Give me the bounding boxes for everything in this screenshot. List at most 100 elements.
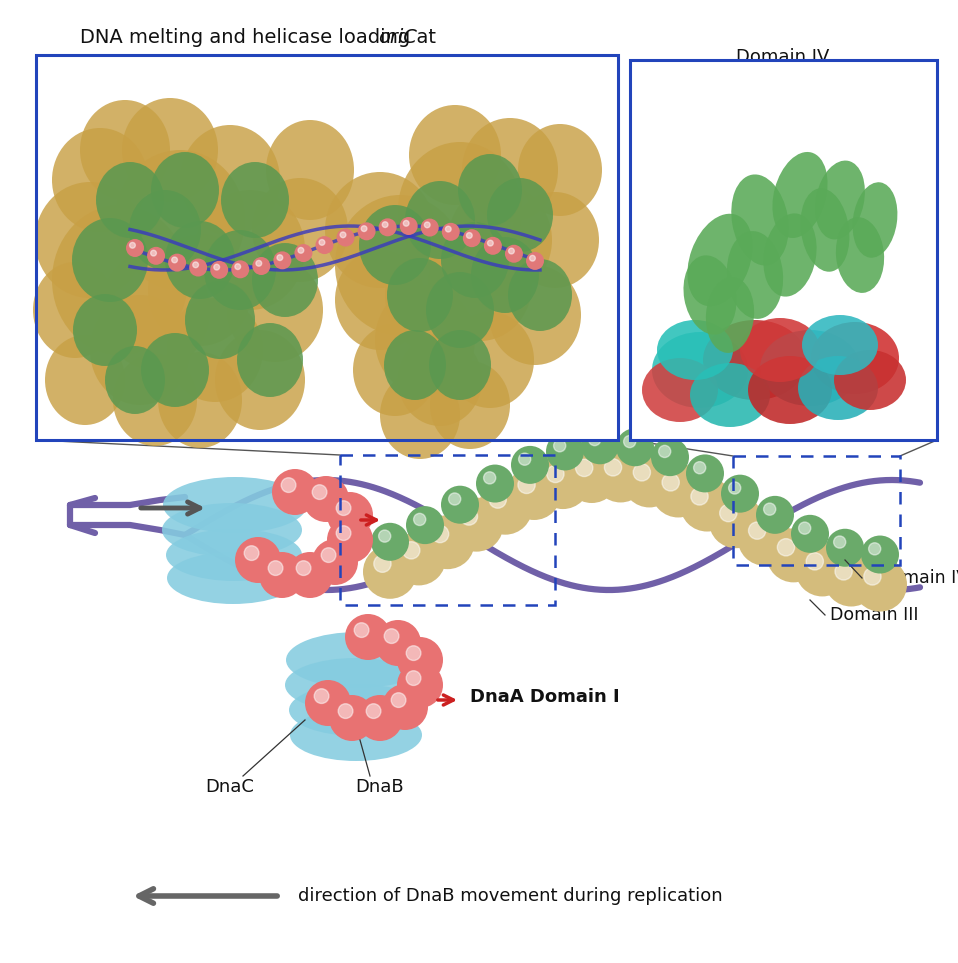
Circle shape [392,532,445,586]
Circle shape [604,458,622,476]
Circle shape [662,474,679,491]
Ellipse shape [387,258,453,332]
Circle shape [406,671,421,686]
Ellipse shape [113,354,197,446]
Ellipse shape [141,333,209,407]
Circle shape [791,515,829,553]
Ellipse shape [122,98,218,202]
Circle shape [721,475,759,512]
Circle shape [530,255,536,261]
Circle shape [421,219,439,237]
Circle shape [294,244,312,262]
Text: DnaC: DnaC [206,778,255,796]
Circle shape [826,529,864,567]
Ellipse shape [33,262,117,358]
Circle shape [488,240,493,246]
Circle shape [546,432,584,471]
Circle shape [315,236,333,254]
Circle shape [298,247,304,253]
Circle shape [729,482,741,494]
Circle shape [371,523,409,560]
Circle shape [287,552,333,598]
Circle shape [329,695,375,741]
Ellipse shape [706,277,754,352]
Ellipse shape [428,229,532,341]
Circle shape [853,558,907,612]
Circle shape [864,568,881,586]
Circle shape [463,229,481,247]
Bar [630,60,937,440]
Circle shape [314,689,329,703]
Ellipse shape [286,632,430,688]
Circle shape [272,469,318,515]
Text: ssDNA: ssDNA [93,65,174,193]
Ellipse shape [385,235,495,355]
Circle shape [484,237,502,255]
Circle shape [378,530,391,542]
Circle shape [833,536,846,548]
Ellipse shape [166,529,302,581]
Circle shape [312,539,358,585]
Circle shape [576,459,593,477]
Circle shape [357,695,403,741]
Circle shape [273,251,291,270]
Circle shape [282,478,296,492]
Circle shape [382,221,388,227]
Ellipse shape [167,298,263,402]
Circle shape [126,239,144,257]
Ellipse shape [158,352,242,448]
Circle shape [168,253,186,272]
Ellipse shape [487,178,553,252]
Circle shape [478,481,533,534]
Ellipse shape [853,182,898,258]
Ellipse shape [462,118,558,222]
Ellipse shape [801,189,850,272]
Ellipse shape [731,174,788,266]
Ellipse shape [429,330,491,400]
Circle shape [518,477,536,493]
Ellipse shape [430,361,510,449]
Circle shape [406,646,421,661]
Circle shape [449,498,504,552]
Ellipse shape [772,152,828,238]
Ellipse shape [204,230,276,310]
Circle shape [268,560,283,576]
Circle shape [374,555,391,572]
Circle shape [312,484,327,500]
Ellipse shape [409,105,501,205]
Circle shape [624,435,636,448]
Bar [36,55,618,440]
Ellipse shape [398,334,482,426]
Ellipse shape [727,231,783,319]
Ellipse shape [148,234,252,346]
Text: Domain IV: Domain IV [368,65,462,177]
Circle shape [651,438,689,476]
Circle shape [460,508,477,525]
Circle shape [588,433,601,446]
Circle shape [256,260,262,266]
Ellipse shape [384,330,446,400]
Circle shape [391,692,406,708]
Circle shape [235,537,281,583]
Bar [340,455,555,605]
Ellipse shape [335,195,465,335]
Circle shape [363,545,417,599]
Ellipse shape [100,250,210,370]
Ellipse shape [90,295,190,405]
Ellipse shape [165,221,235,299]
Circle shape [581,427,619,464]
Circle shape [303,476,349,522]
Ellipse shape [359,205,431,285]
Bar [733,456,900,565]
Ellipse shape [185,281,255,359]
Ellipse shape [290,709,422,761]
Ellipse shape [335,250,425,350]
Circle shape [406,507,444,544]
Circle shape [484,472,495,484]
Ellipse shape [289,684,425,736]
Circle shape [147,247,165,265]
Circle shape [719,505,737,522]
Circle shape [375,620,421,666]
Circle shape [319,240,325,246]
Ellipse shape [703,320,807,400]
